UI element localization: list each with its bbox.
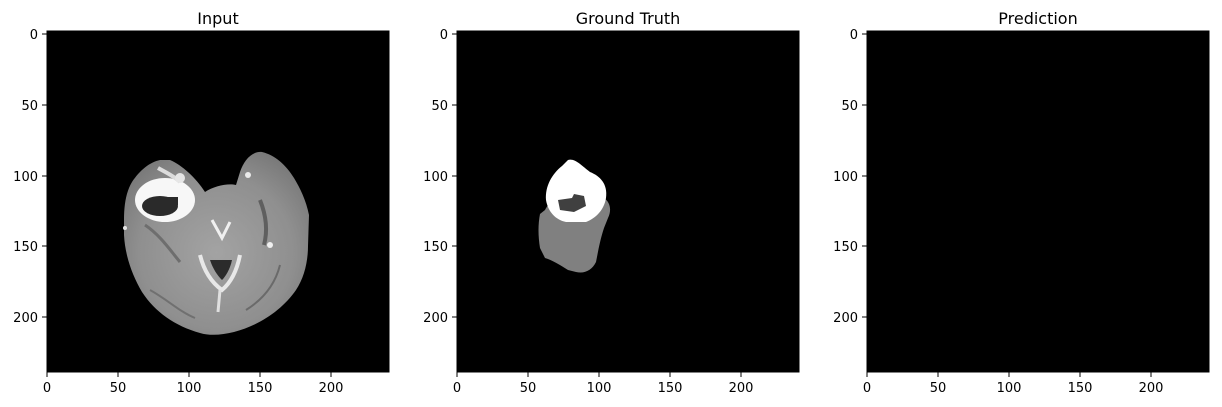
y-tick-label: 100: [13, 170, 38, 185]
y-axis: 0 50 100 150 200: [423, 28, 457, 326]
sulcus: [149, 289, 196, 319]
x-tick-label: 200: [319, 381, 344, 396]
segmentation-mask: [538, 159, 611, 273]
x-tick-label: 100: [587, 381, 612, 396]
y-axis: 0 50 100 150 200: [13, 28, 47, 326]
midline: [216, 289, 222, 313]
panel-input: Input 0: [13, 9, 390, 396]
lesion-core: [168, 197, 178, 205]
y-tick-label: 100: [423, 170, 448, 185]
sulcus: [258, 199, 269, 246]
axes-frame: [456, 30, 800, 373]
y-tick-label: 200: [833, 311, 858, 326]
x-tick-label: 100: [997, 381, 1022, 396]
sulcus: [245, 264, 281, 311]
x-tick-label: 100: [177, 381, 202, 396]
y-tick-label: 100: [833, 170, 858, 185]
x-tick-label: 150: [248, 381, 273, 396]
mri-image: [123, 151, 309, 335]
y-tick-label: 50: [431, 99, 448, 114]
image-background: [457, 31, 799, 372]
panel-ground-truth: Ground Truth 0 50 100 150 200 0 50 100 1…: [423, 9, 800, 396]
x-tick-label: 50: [520, 381, 537, 396]
ventricle-outline: [198, 254, 242, 293]
y-tick-label: 50: [841, 99, 858, 114]
y-tick-label: 150: [13, 240, 38, 255]
y-tick-label: 150: [833, 240, 858, 255]
x-tick-label: 150: [658, 381, 683, 396]
x-tick-label: 150: [1068, 381, 1093, 396]
x-axis: 0 50 100 150 200: [863, 372, 1164, 396]
axes-frame: [46, 30, 390, 373]
image-background: [867, 31, 1209, 372]
y-tick-label: 200: [13, 311, 38, 326]
x-tick-label: 200: [1139, 381, 1164, 396]
panel-title: Ground Truth: [576, 9, 681, 28]
panel-title: Input: [197, 9, 238, 28]
y-tick-label: 200: [423, 311, 448, 326]
speckle: [123, 226, 127, 230]
y-tick-label: 50: [21, 99, 38, 114]
y-tick-label: 0: [30, 28, 38, 43]
panel-title: Prediction: [998, 9, 1077, 28]
x-tick-label: 0: [863, 381, 871, 396]
x-tick-label: 200: [729, 381, 754, 396]
y-tick-label: 150: [423, 240, 448, 255]
speckle: [245, 172, 251, 178]
x-tick-label: 0: [43, 381, 51, 396]
y-axis: 0 50 100 150 200: [833, 28, 867, 326]
x-axis: 0 50 100 150 200: [43, 372, 344, 396]
x-tick-label: 50: [930, 381, 947, 396]
vessel: [210, 219, 232, 242]
x-tick-label: 0: [453, 381, 461, 396]
speckle: [267, 242, 273, 248]
axes-frame: [866, 30, 1210, 373]
lesion-spot: [175, 173, 185, 183]
x-tick-label: 50: [110, 381, 127, 396]
ventricle: [210, 260, 232, 280]
x-axis: 0 50 100 150 200: [453, 372, 754, 396]
mask-core: [558, 194, 586, 212]
panel-prediction: Prediction 0 50 100 150 200 0 50 100 150…: [833, 9, 1210, 396]
y-tick-label: 0: [440, 28, 448, 43]
sulcus: [144, 223, 182, 263]
y-tick-label: 0: [850, 28, 858, 43]
